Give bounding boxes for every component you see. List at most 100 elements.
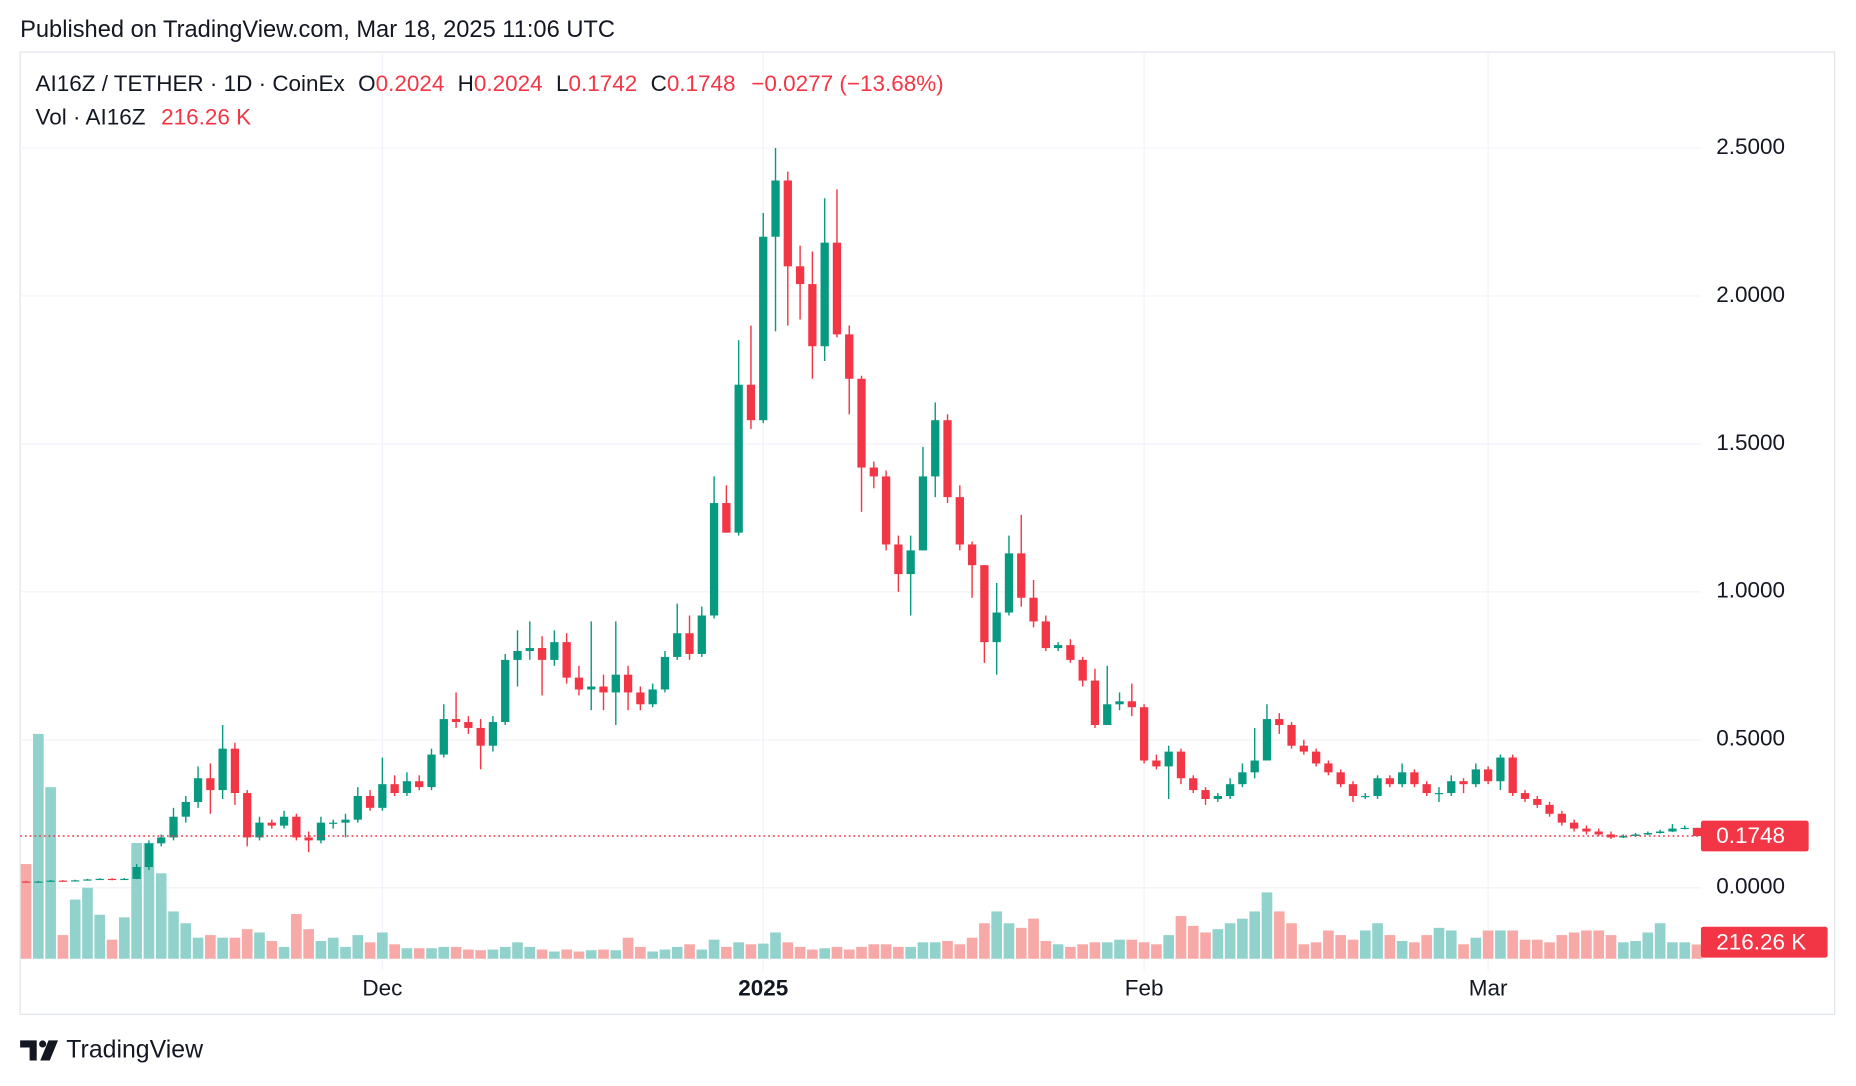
candle-body — [722, 503, 731, 533]
volume-bar — [1101, 942, 1113, 959]
x-tick-label: 2025 — [738, 975, 788, 1000]
candle-body — [881, 476, 891, 545]
volume-bar — [1151, 944, 1162, 959]
volume-bar — [549, 951, 560, 959]
candle-body — [451, 719, 461, 723]
candle-body — [1299, 745, 1308, 752]
volume-bar — [303, 929, 314, 959]
volume-bar — [389, 944, 400, 959]
volume-bar — [499, 946, 511, 959]
candle-body — [1041, 621, 1050, 649]
brand-name: TradingView — [66, 1037, 203, 1064]
volume-bar — [696, 949, 708, 959]
volume-bar — [278, 946, 290, 959]
volume-bar — [401, 948, 413, 959]
volume-bar — [536, 949, 548, 959]
candle-body — [685, 633, 694, 654]
candle-body — [1692, 827, 1702, 837]
logo-mark — [20, 1040, 37, 1061]
volume-bar — [905, 946, 916, 959]
open-value: 0.2024 — [376, 71, 445, 96]
y-tick-label: 1.5000 — [1716, 430, 1785, 455]
candle-body — [673, 633, 682, 657]
volume-name: Vol · AI16Z — [36, 104, 146, 129]
volume-bar — [57, 935, 69, 959]
candle-body — [783, 180, 792, 267]
price-badge-label: 0.1748 — [1716, 823, 1785, 848]
candle-body — [1619, 835, 1628, 838]
ohlc-label: O — [358, 71, 375, 96]
candle-body — [132, 867, 141, 879]
volume-bar — [1667, 942, 1678, 959]
candle-body — [832, 242, 842, 335]
candle-body — [1520, 793, 1530, 799]
volume-bar — [917, 942, 929, 959]
candle-body — [464, 722, 473, 728]
volume-bar — [33, 733, 44, 959]
volume-bar — [266, 941, 278, 959]
volume-bar — [327, 937, 339, 959]
candles — [21, 147, 1702, 883]
volume-bar — [1495, 930, 1506, 959]
candle-body — [1410, 772, 1419, 785]
candle-body — [1471, 769, 1480, 785]
ohlc-label: C — [651, 71, 667, 96]
candle-body — [660, 656, 670, 690]
volume-bar — [856, 946, 867, 959]
volume-bar — [979, 923, 990, 959]
volume-bar — [794, 946, 806, 959]
volume-bar — [377, 932, 388, 959]
candle-body — [599, 686, 608, 693]
candle-body — [243, 793, 252, 838]
volume-bar — [340, 946, 351, 959]
candle-body — [1127, 701, 1136, 708]
volume-bar — [671, 946, 683, 959]
candle-body — [1017, 553, 1026, 598]
candle-body — [390, 784, 399, 794]
volume-bar — [1089, 942, 1101, 959]
candle-body — [255, 822, 264, 838]
change: −0.0277 — [751, 71, 833, 96]
candle-body — [230, 748, 240, 794]
volume-bar — [155, 873, 167, 959]
volume-bar — [1163, 935, 1175, 959]
candle-body — [1582, 828, 1591, 832]
candle-body — [1655, 831, 1665, 833]
volume-bar — [1298, 944, 1310, 959]
candle-body — [71, 880, 80, 882]
badges: 0.1748 216.26 K — [20, 820, 1828, 958]
volume-bar — [1470, 937, 1482, 959]
candle-body — [820, 242, 829, 347]
candle-body — [1275, 719, 1284, 725]
candle-body — [1262, 719, 1272, 761]
candle-body — [1643, 832, 1652, 835]
volume-bar — [610, 950, 622, 959]
volume-bar — [1175, 916, 1187, 959]
volume-bar — [1065, 946, 1076, 959]
volume-bar — [1396, 941, 1408, 959]
candle-body — [107, 878, 117, 881]
logo-mark — [40, 1040, 59, 1061]
volume-value: 216.26 K — [161, 104, 251, 129]
volume-bar — [168, 911, 179, 959]
candle-body — [1090, 680, 1100, 725]
volume-bar — [426, 948, 437, 959]
candle-body — [1066, 645, 1075, 660]
candle-body — [316, 822, 326, 841]
candle-body — [931, 420, 940, 477]
volume-bar — [1409, 942, 1420, 959]
volume-pane — [20, 733, 1703, 959]
ohlc-label: H — [458, 71, 474, 96]
volume-bar — [1654, 923, 1666, 959]
volume-bar — [1519, 939, 1531, 959]
volume-bar — [831, 946, 843, 959]
candle-body — [1078, 659, 1087, 681]
candle-body — [193, 778, 203, 802]
candle-body — [562, 642, 571, 678]
volume-bar — [1568, 932, 1580, 959]
candle-body — [1311, 751, 1321, 764]
candle-body — [1434, 793, 1444, 795]
change-percent: (−13.68%) — [839, 71, 943, 96]
candle-body — [95, 878, 104, 881]
candle-body — [709, 503, 719, 616]
